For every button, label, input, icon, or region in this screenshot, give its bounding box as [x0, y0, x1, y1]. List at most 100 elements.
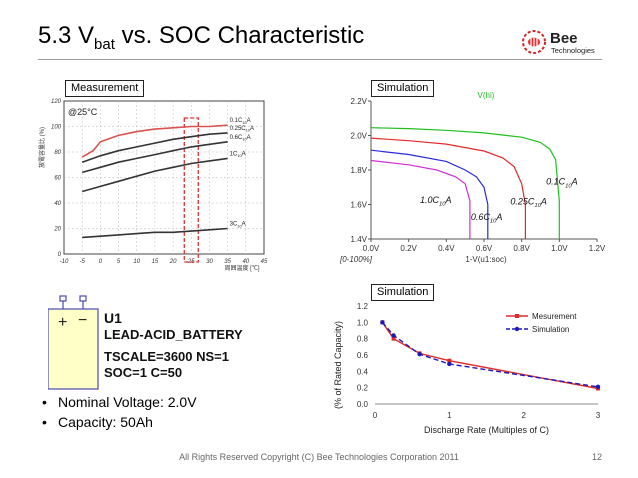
title-rest: vs. SOC Characteristic: [114, 22, 365, 49]
highlight-25c-box: [183, 117, 199, 263]
battery-model-symbol: + − U1 LEAD-ACID_BATTERY TSCALE=3600 NS=…: [48, 295, 243, 390]
x-tick-label: 0.4V: [438, 244, 455, 253]
y-tick-label: 80: [54, 150, 61, 156]
y-tick-label: 120: [51, 99, 62, 105]
y-tick-label: 1.4V: [351, 235, 368, 244]
data-point: [595, 384, 601, 390]
series-label: 0.6C10A: [230, 135, 251, 142]
series-label: 0.1C10A: [230, 118, 251, 125]
y-tick-label: 100: [51, 125, 62, 131]
title-main: 5.3 V: [38, 22, 95, 49]
y-tick-label: 2.2V: [351, 97, 368, 106]
simulation-series-0.25C10A: [370, 137, 526, 239]
data-point: [380, 320, 385, 325]
negative-terminal[interactable]: [79, 295, 87, 302]
trace-label: V(hi): [478, 91, 495, 100]
legend-marker: [515, 314, 519, 318]
y-tick-label: 40: [54, 201, 61, 207]
measurement-series-3C10A: [82, 227, 228, 239]
bullet-text-voltage: Nominal Voltage: 2.0V: [58, 394, 197, 410]
simulation-bottom-panel-label: Simulation: [371, 284, 435, 301]
measurement-series-0.25C10A: [81, 132, 228, 163]
bullet-item: • Capacity: 50Ah: [42, 414, 153, 430]
legend-label: Simulation: [532, 325, 569, 334]
battery-ref: U1: [104, 310, 122, 326]
y-axis-label: (% of Rated Capacity): [333, 321, 343, 409]
data-point: [391, 333, 396, 338]
positive-terminal[interactable]: [59, 295, 67, 302]
x-tick-label: 10: [133, 259, 140, 265]
x-tick-label: 0.6V: [476, 244, 493, 253]
x-tick-label: 45: [261, 259, 268, 265]
y-tick-label: 60: [54, 176, 61, 182]
minus-sign: −: [78, 312, 87, 329]
plus-sign: +: [58, 314, 67, 331]
data-point: [417, 351, 422, 357]
x-tick-label: 1.0V: [551, 244, 568, 253]
curve-label: 1.0C10A: [420, 195, 452, 208]
logo-tagline: Technologies: [551, 46, 595, 55]
x-tick-label: 20: [169, 259, 177, 265]
y-axis-label: 放電容量比 (%): [38, 127, 46, 168]
x-tick-label: 2: [521, 411, 526, 420]
slide-title: 5.3 Vbat vs. SOC Characteristic: [38, 22, 364, 53]
bullet-text-capacity: Capacity: 50Ah: [58, 414, 153, 430]
y-tick-label: 0: [58, 252, 62, 258]
x-axis-label: Discharge Rate (Multiples of C): [424, 425, 549, 435]
page-number: 12: [592, 452, 603, 462]
x-tick-label: 30: [206, 259, 213, 265]
bee-icon: [522, 30, 546, 54]
spec-bullets: • Nominal Voltage: 2.0V • Capacity: 50Ah: [42, 392, 197, 432]
y-tick-label: 20: [53, 227, 61, 233]
title-subscript: bat: [94, 35, 115, 53]
bee-technologies-logo: Bee Technologies: [522, 30, 595, 55]
y-tick-label: 0.8: [357, 335, 369, 344]
y-tick-label: 0.6: [357, 351, 369, 360]
y-tick-label: 1.6V: [351, 201, 368, 210]
footer-copyright: All Rights Reserved Copyright (C) Bee Te…: [179, 452, 459, 462]
x-tick-label: 15: [152, 259, 159, 265]
y-tick-label: 1.8V: [351, 166, 368, 175]
temperature-annotation: @25°C: [68, 107, 98, 117]
x-tick-label: 0.2V: [400, 244, 417, 253]
simulation-series-1.0C10A: [370, 159, 471, 239]
data-point: [447, 358, 452, 363]
legend-marker: [514, 326, 520, 332]
x-tick-label: 5: [117, 259, 121, 265]
x-tick-label: 0.8V: [513, 244, 530, 253]
data-point: [447, 361, 452, 367]
x-tick-label: 35: [224, 259, 231, 265]
x-tick-label: 0: [373, 411, 378, 420]
x-tick-label: 3: [596, 411, 601, 420]
x-tick-label: 1.2V: [589, 244, 606, 253]
y-tick-label: 1.0: [357, 318, 369, 327]
battery-params-line1: TSCALE=3600 NS=1: [104, 349, 229, 364]
x-tick-label: 1: [447, 411, 452, 420]
title-divider: [38, 59, 602, 60]
simulation-series-0.1C10A: [370, 127, 560, 239]
logo-word: Bee: [550, 30, 578, 47]
measurement-series-1C10A: [81, 157, 228, 193]
y-tick-label: 0.2: [357, 384, 369, 393]
series-label: 1C10A: [230, 151, 246, 158]
x-tick-label: 0.0V: [363, 244, 380, 253]
series-label: 3C10A: [230, 222, 246, 229]
bullet-item: • Nominal Voltage: 2.0V: [42, 394, 197, 410]
range-label: [0-100%]: [339, 255, 373, 264]
y-tick-label: 0.0: [357, 400, 369, 409]
battery-params-line2: SOC=1 C=50: [104, 365, 182, 380]
data-point: [391, 336, 396, 341]
battery-name: LEAD-ACID_BATTERY: [104, 327, 243, 342]
x-axis-label: 周囲温度 [℃]: [224, 264, 259, 272]
legend-label: Mesurement: [532, 312, 577, 321]
curve-label: 0.25C10A: [510, 197, 547, 210]
y-tick-label: 0.4: [357, 367, 369, 376]
measurement-panel-label: Measurement: [65, 80, 145, 97]
simulation-series-0.6C10A: [370, 149, 489, 239]
curve-label: 0.6C10A: [471, 212, 503, 225]
curve-label: 0.1C10A: [546, 177, 578, 190]
x-tick-label: -10: [60, 259, 69, 265]
